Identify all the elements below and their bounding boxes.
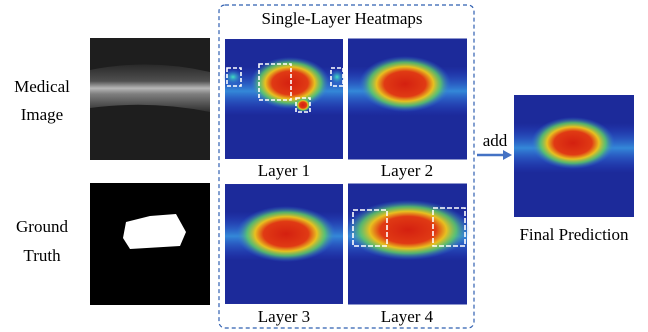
layer-label: Layer 1 <box>258 161 310 180</box>
ground-truth-image <box>90 183 210 305</box>
row-label: Ground <box>16 217 68 236</box>
panel-title: Single-Layer Heatmaps <box>262 9 423 28</box>
heatmap-layer-1 <box>223 39 345 159</box>
heatmap-layer-2 <box>348 39 467 160</box>
row-label: Truth <box>23 246 61 265</box>
figure: Medical Image Ground Truth Single-Layer … <box>0 0 648 332</box>
row-label: Image <box>21 105 63 124</box>
medical-image <box>90 38 210 160</box>
final-prediction-image <box>514 95 634 217</box>
heatmap-layer-4 <box>346 184 470 305</box>
layer-label: Layer 2 <box>381 161 433 180</box>
layer-label: Layer 3 <box>258 307 310 326</box>
output-label: Final Prediction <box>519 225 629 244</box>
layer-label: Layer 4 <box>381 307 434 326</box>
heatmap-layer-3 <box>225 184 343 304</box>
arrow-label: add <box>483 131 508 150</box>
arrow <box>477 150 512 160</box>
row-label: Medical <box>14 77 70 96</box>
